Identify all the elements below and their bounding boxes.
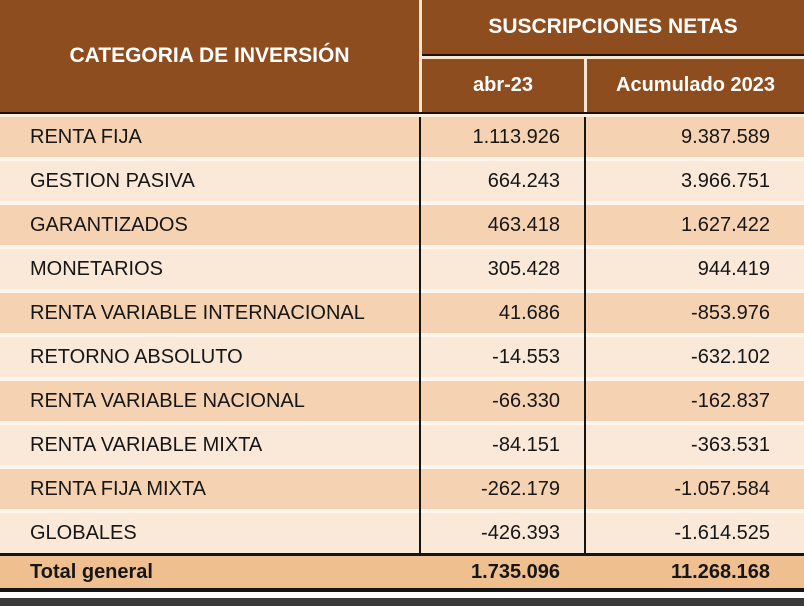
- total-abr23-cell: 1.735.096: [471, 560, 560, 583]
- header-horizontal-divider-light: [422, 56, 804, 59]
- header-horizontal-divider-dark: [422, 54, 804, 56]
- total-label-cell: Total general: [30, 560, 153, 583]
- total-row-bottom-border: [0, 588, 804, 592]
- acumulado-value-cell: 3.966.751: [681, 169, 770, 192]
- table-row: RENTA FIJA MIXTA -262.179 -1.057.584: [0, 469, 804, 509]
- abr23-value-cell: -66.330: [492, 389, 560, 412]
- table-body: RENTA FIJA 1.113.926 9.387.589 GESTION PASI…: [0, 117, 804, 553]
- abr23-value-cell: 463.418: [487, 213, 560, 236]
- table-row: RENTA VARIABLE MIXTA -84.151 -363.531: [0, 425, 804, 465]
- header-body-divider-light: [0, 114, 804, 117]
- category-cell: GARANTIZADOS: [30, 213, 188, 236]
- category-cell: GLOBALES: [30, 521, 137, 544]
- acumulado-value-cell: -162.837: [691, 389, 770, 412]
- abr23-value-cell: 1.113.926: [472, 125, 561, 148]
- category-cell: RETORNO ABSOLUTO: [30, 345, 243, 368]
- subheader-vertical-divider: [584, 59, 587, 112]
- total-row-top-border: [0, 553, 804, 556]
- header-vertical-divider: [419, 0, 422, 112]
- acumulado-value-cell: -1.057.584: [674, 477, 770, 500]
- table-row: GARANTIZADOS 463.418 1.627.422: [0, 205, 804, 245]
- acumulado-value-cell: 1.627.422: [681, 213, 770, 236]
- acumulado-value-cell: 944.419: [697, 257, 770, 280]
- abr23-value-cell: -84.151: [492, 433, 560, 456]
- table-row: RENTA FIJA 1.113.926 9.387.589: [0, 117, 804, 157]
- column-header-abr-23: abr-23: [422, 59, 584, 112]
- column-group-header-suscripciones-netas: SUSCRIPCIONES NETAS: [422, 0, 804, 54]
- category-cell: RENTA VARIABLE INTERNACIONAL: [30, 301, 365, 324]
- category-cell: RENTA FIJA: [30, 125, 142, 148]
- category-cell: RENTA VARIABLE NACIONAL: [30, 389, 305, 412]
- table-row: MONETARIOS 305.428 944.419: [0, 249, 804, 289]
- total-acumulado-cell: 11.268.168: [671, 560, 770, 583]
- acumulado-value-cell: -1.614.525: [674, 521, 770, 544]
- table-row: GESTION PASIVA 664.243 3.966.751: [0, 161, 804, 201]
- abr23-value-cell: 305.428: [487, 257, 560, 280]
- column-header-acumulado-2023: Acumulado 2023: [587, 59, 804, 112]
- abr23-value-cell: -262.179: [481, 477, 560, 500]
- acumulado-value-cell: 9.387.589: [681, 125, 770, 148]
- abr23-value-cell: -426.393: [481, 521, 560, 544]
- column-grid-line-1: [419, 117, 421, 592]
- acumulado-value-cell: -363.531: [691, 433, 770, 456]
- abr23-value-cell: -14.553: [492, 345, 560, 368]
- abr23-value-cell: 41.686: [498, 301, 560, 324]
- category-cell: MONETARIOS: [30, 257, 163, 280]
- total-row: Total general 1.735.096 11.268.168: [0, 556, 804, 588]
- table-row: GLOBALES -426.393 -1.614.525: [0, 513, 804, 553]
- table-row: RETORNO ABSOLUTO -14.553 -632.102: [0, 337, 804, 377]
- table-row: RENTA VARIABLE INTERNACIONAL 41.686 -853.9…: [0, 293, 804, 333]
- table-row: RENTA VARIABLE NACIONAL -66.330 -162.837: [0, 381, 804, 421]
- column-header-category: CATEGORIA DE INVERSIÓN: [0, 0, 419, 112]
- category-cell: GESTION PASIVA: [30, 169, 195, 192]
- acumulado-value-cell: -632.102: [691, 345, 770, 368]
- column-grid-line-2: [584, 117, 586, 592]
- category-cell: RENTA VARIABLE MIXTA: [30, 433, 263, 456]
- abr23-value-cell: 664.243: [487, 169, 560, 192]
- acumulado-value-cell: -853.976: [691, 301, 770, 324]
- header-body-divider-dark: [0, 112, 804, 114]
- bottom-edge-strip: [0, 598, 804, 606]
- category-cell: RENTA FIJA MIXTA: [30, 477, 206, 500]
